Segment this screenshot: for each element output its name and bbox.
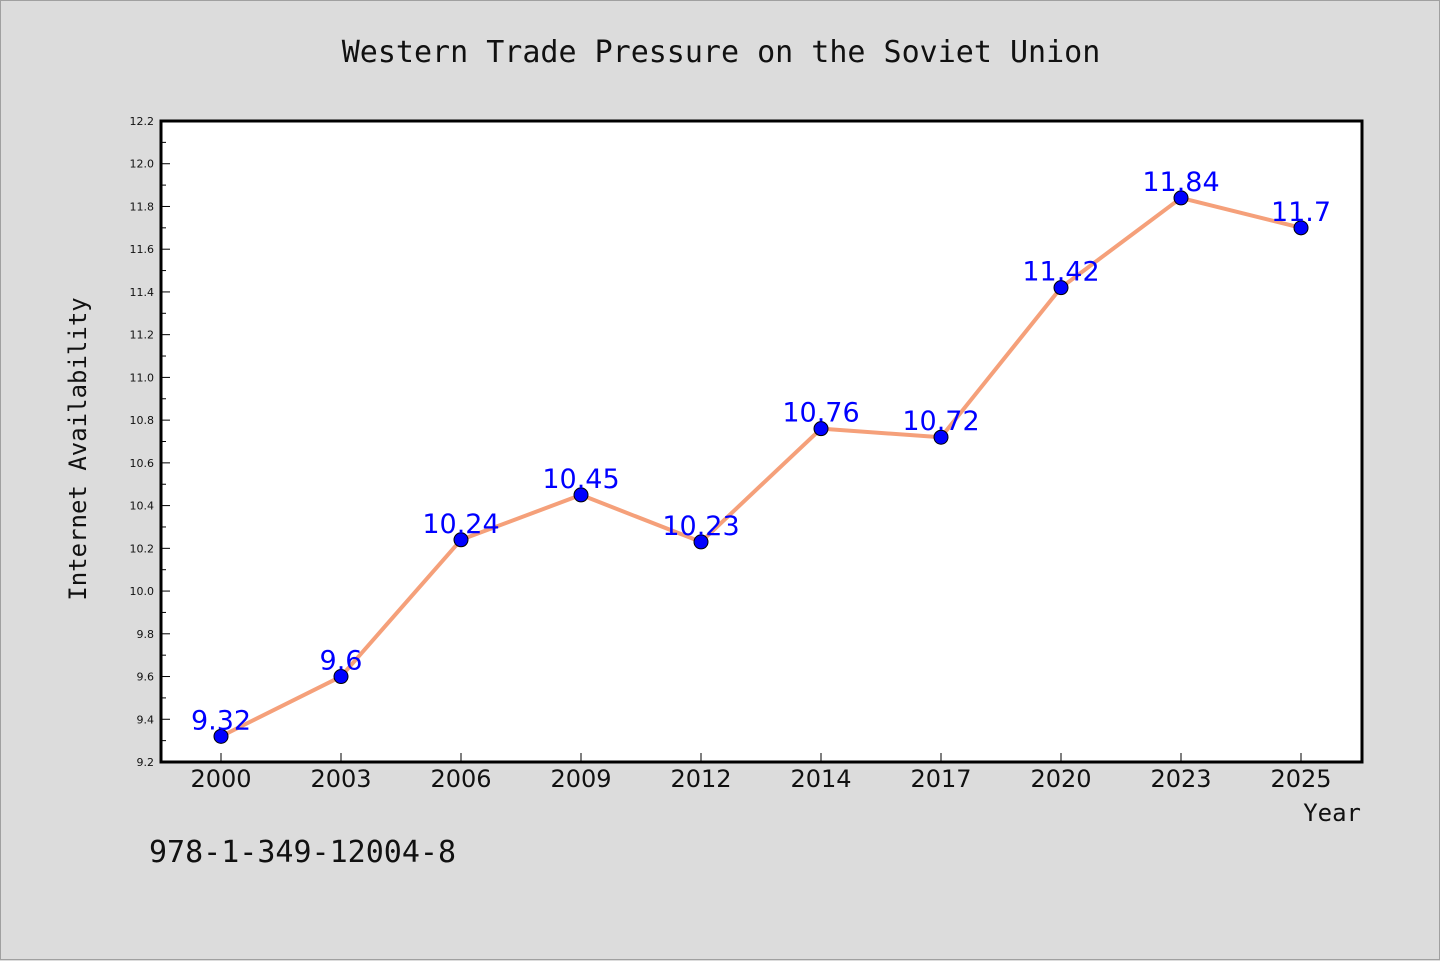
- data-point: [813, 421, 829, 437]
- y-axis-label: Internet Availability: [64, 297, 92, 600]
- x-tick-label: 2009: [550, 765, 611, 793]
- y-tick-label: 11.0: [130, 371, 155, 384]
- y-axis: 9.2 9.4 9.6 9.8 10.0 10.2 10.4 10.6 10.8 11.0 11.2…: [130, 115, 170, 769]
- y-tick-label: 11.8: [130, 200, 155, 213]
- data-point: [693, 534, 709, 550]
- x-tick-label: 2006: [430, 765, 491, 793]
- x-tick-label: 2020: [1030, 765, 1091, 793]
- y-tick-label: 12.0: [130, 158, 155, 171]
- x-tick-label: 2012: [670, 765, 731, 793]
- x-tick-label: 2025: [1270, 765, 1331, 793]
- x-tick-label: 2023: [1150, 765, 1211, 793]
- x-axis-label: Year: [1303, 799, 1361, 827]
- x-tick-label: 2014: [790, 765, 851, 793]
- data-point: [1173, 190, 1189, 206]
- y-tick-label: 9.4: [137, 713, 155, 726]
- data-label: 10.24: [422, 509, 499, 540]
- isbn-text: 978-1-349-12004-8: [149, 835, 457, 870]
- data-label: 11.84: [1142, 167, 1219, 198]
- data-label: 11.42: [1022, 257, 1099, 288]
- data-point: [933, 429, 949, 445]
- y-tick-label: 10.4: [130, 500, 155, 513]
- y-tick-label: 11.2: [130, 329, 155, 342]
- data-point: [573, 487, 589, 503]
- data-point: [1293, 220, 1309, 236]
- data-label: 9.32: [191, 705, 251, 736]
- data-point: [213, 728, 229, 744]
- series-line: 9.32 9.6 10.24 10.45 10.23 10.76 10.72 11.42 11.…: [191, 167, 1331, 744]
- data-point: [453, 532, 469, 548]
- y-tick-label: 11.4: [130, 286, 155, 299]
- y-tick-label: 9.6: [137, 671, 155, 684]
- x-tick-label: 2017: [910, 765, 971, 793]
- series-polyline: [220, 195, 1302, 739]
- data-label: 10.45: [542, 464, 619, 495]
- y-tick-label: 9.8: [137, 628, 155, 641]
- x-tick-label: 2003: [310, 765, 371, 793]
- data-label: 10.72: [902, 406, 979, 437]
- y-tick-label: 10.6: [130, 457, 155, 470]
- data-point: [333, 669, 349, 685]
- y-tick-label: 10.2: [130, 542, 155, 555]
- data-label: 10.76: [782, 398, 859, 429]
- data-label: 11.7: [1271, 197, 1331, 228]
- data-label: 9.6: [320, 646, 363, 677]
- x-axis: 2000 2003 2006 2009 2012 2014 2017 2020 2023 2025: [190, 753, 1332, 793]
- y-tick-label: 9.2: [137, 756, 155, 769]
- data-label: 10.23: [662, 511, 739, 542]
- x-tick-label: 2000: [190, 765, 251, 793]
- y-tick-label: 12.2: [130, 115, 155, 128]
- y-tick-label: 11.6: [130, 243, 155, 256]
- chart-title: Western Trade Pressure on the Soviet Uni…: [341, 35, 1101, 70]
- data-point: [1053, 280, 1069, 296]
- y-tick-label: 10.8: [130, 414, 155, 427]
- y-tick-label: 10.0: [130, 585, 155, 598]
